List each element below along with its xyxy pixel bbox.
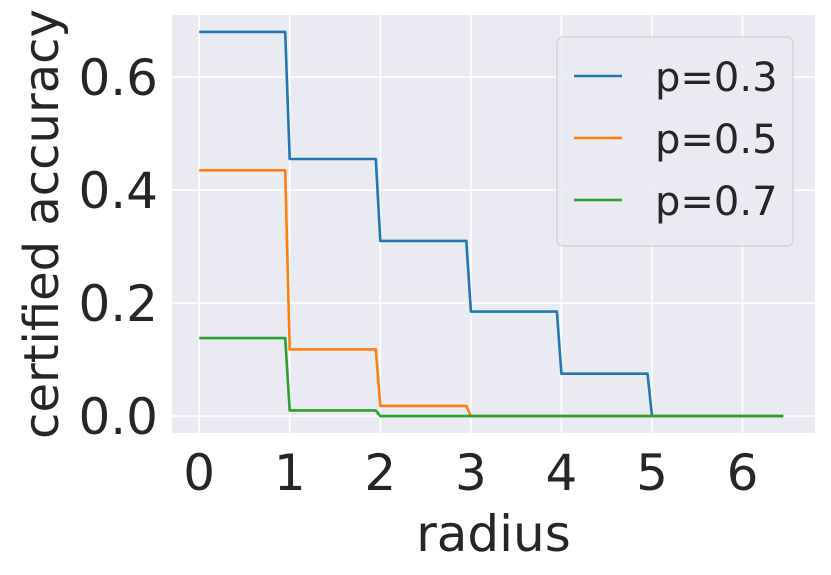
x-tick-label: 5 <box>636 444 668 502</box>
x-tick-label: 1 <box>274 444 306 502</box>
y-axis-label: certified accuracy <box>14 9 70 439</box>
series-line-3 <box>199 336 784 418</box>
x-tick-label: 0 <box>183 444 215 502</box>
y-tick-label: 0.4 <box>78 162 158 220</box>
y-tick-label: 0.6 <box>78 49 158 107</box>
x-tick-label: 4 <box>546 444 578 502</box>
x-tick-label: 2 <box>364 444 396 502</box>
legend: p=0.3 p=0.5 p=0.7 <box>556 36 794 247</box>
series-line-1 <box>199 30 784 418</box>
x-axis-label: radius <box>416 505 571 563</box>
legend-box <box>556 36 794 247</box>
y-tick-labels: 0.0 0.2 0.4 0.6 <box>78 49 158 446</box>
y-tick-label: 0.0 <box>78 388 158 446</box>
legend-label: p=0.5 <box>655 117 778 163</box>
legend-label: p=0.3 <box>655 55 778 101</box>
x-tick-label: 6 <box>727 444 759 502</box>
legend-label: p=0.7 <box>655 179 778 225</box>
y-tick-label: 0.2 <box>78 275 158 333</box>
x-tick-label: 3 <box>455 444 487 502</box>
series-lines <box>199 30 784 418</box>
series-line-2 <box>199 169 784 418</box>
